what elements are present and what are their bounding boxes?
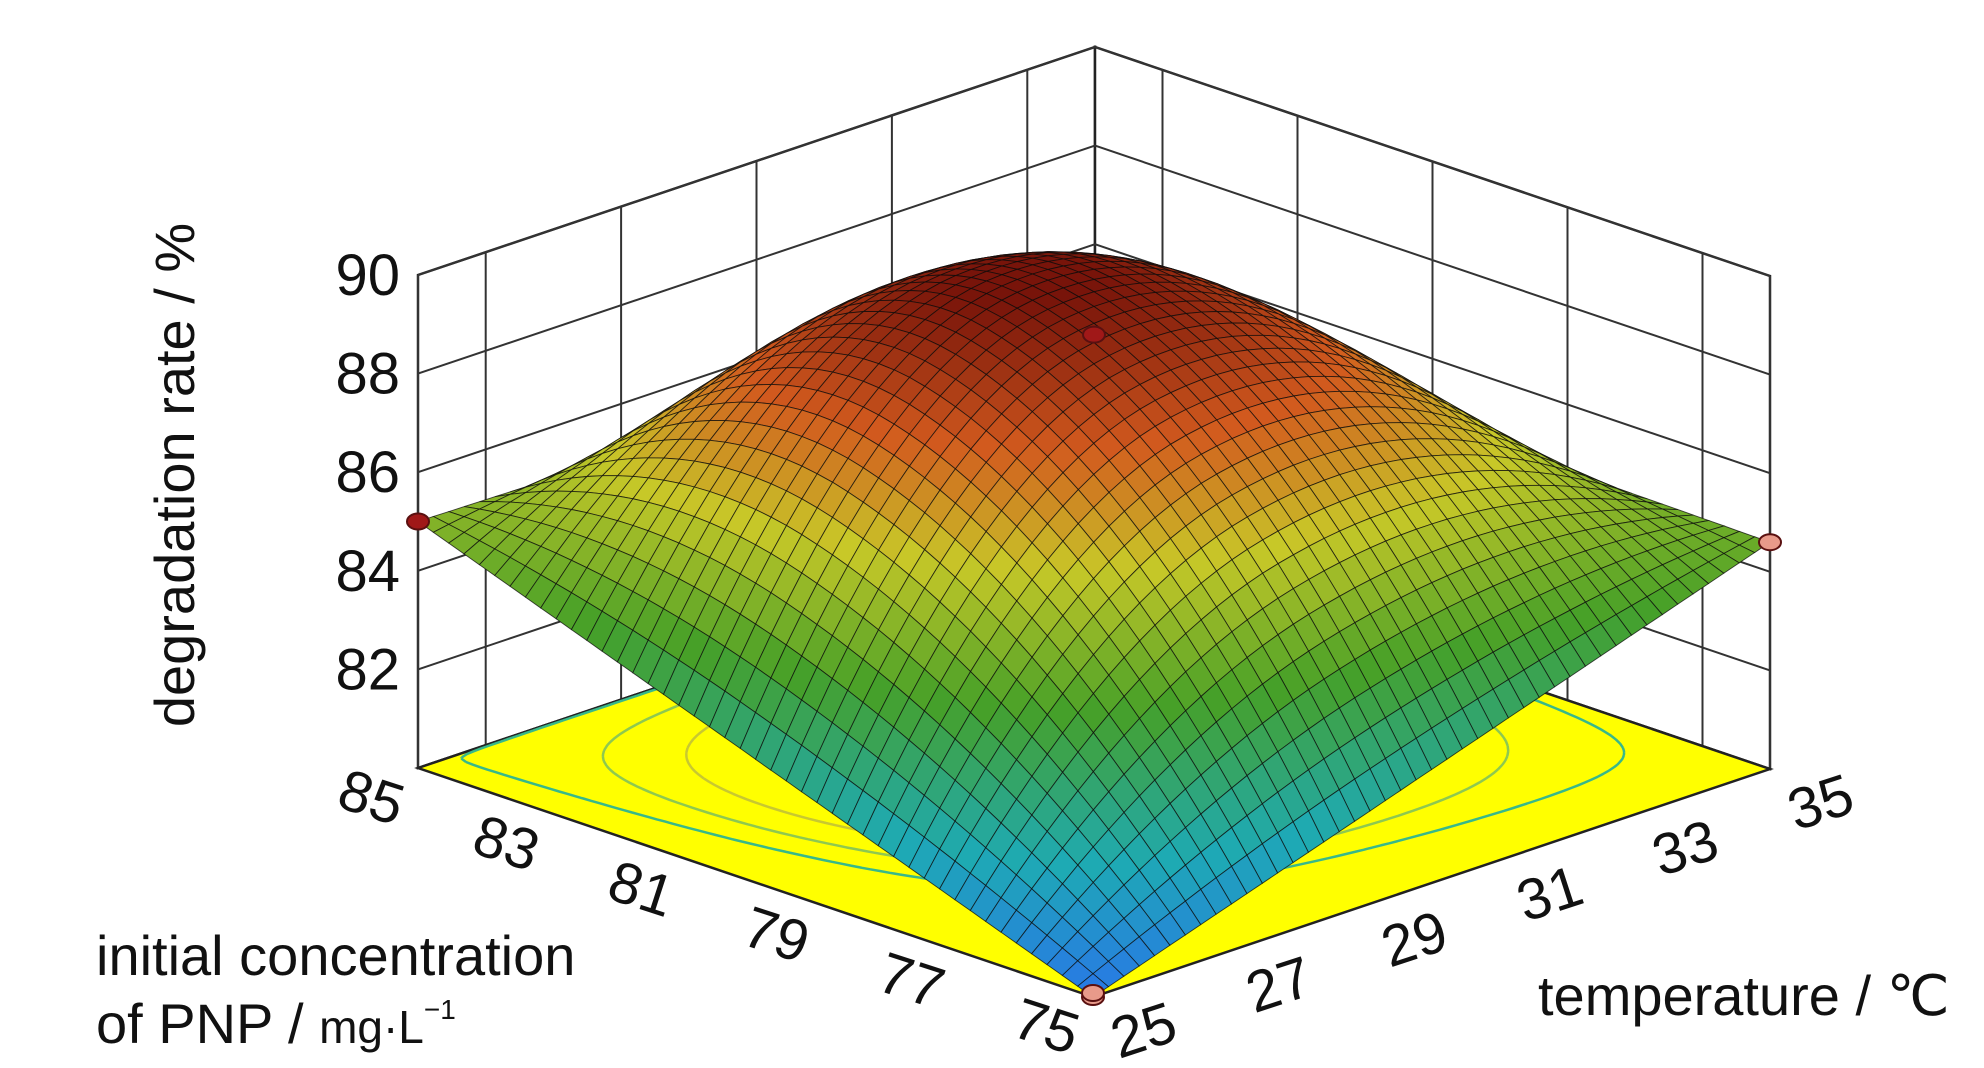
x-tick-label: 75: [1006, 986, 1087, 1063]
y-tick-label: 31: [1509, 853, 1590, 935]
y-tick-label: 29: [1374, 898, 1455, 980]
x-tick-label: 83: [466, 802, 547, 884]
x-axis-label-line1: initial concentration: [96, 924, 575, 987]
design-point: [1758, 533, 1782, 552]
z-tick-label: 86: [335, 440, 400, 505]
y-tick-label: 27: [1238, 944, 1319, 1026]
x-tick-label: 81: [601, 848, 682, 930]
y-axis-label: temperature / ℃: [1538, 964, 1950, 1027]
x-tick-label: 77: [871, 940, 952, 1022]
x-axis-label-main: of PNP /: [96, 992, 319, 1055]
z-tick-label: 90: [335, 243, 400, 308]
y-tick-label: 33: [1645, 807, 1726, 889]
z-tick-label: 82: [335, 637, 400, 702]
y-tick-label: 25: [1103, 990, 1184, 1063]
x-tick-label: 85: [331, 757, 412, 839]
x-axis-label-unit: mg·L: [319, 1001, 424, 1053]
response-surface: [417, 251, 1771, 998]
z-tick-label: 88: [335, 342, 400, 407]
x-axis-label-line2: of PNP / mg·L−1: [96, 992, 456, 1055]
design-point: [1082, 325, 1106, 344]
y-tick-label: 35: [1780, 762, 1861, 844]
x-tick-label: 79: [736, 894, 817, 976]
x-axis-label-exponent: −1: [424, 994, 456, 1025]
design-point-floor: [1081, 984, 1105, 1002]
design-point: [406, 512, 430, 531]
design-points: [406, 325, 1782, 1006]
axis-labels: degradation rate / % initial concentrati…: [96, 223, 1950, 1055]
z-axis-label: degradation rate / %: [143, 223, 206, 727]
z-tick-label: 84: [335, 539, 400, 604]
